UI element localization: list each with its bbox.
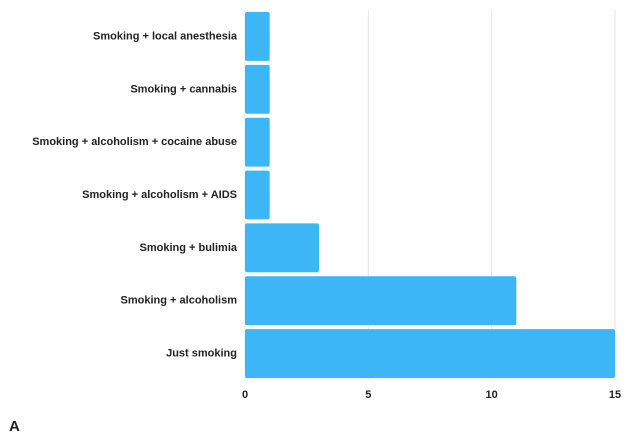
bar-4 bbox=[245, 223, 319, 273]
bar-1 bbox=[245, 64, 270, 114]
x-tick-label-0: 0 bbox=[242, 389, 248, 401]
bar-chart: Smoking + local anesthesia Smoking + cann… bbox=[32, 10, 621, 401]
bar-5 bbox=[245, 276, 517, 326]
bar-3 bbox=[245, 170, 270, 220]
category-label-4: Smoking + bulimia bbox=[140, 242, 238, 254]
panel-label: A bbox=[9, 418, 20, 435]
x-tick-label-1: 5 bbox=[365, 389, 371, 401]
bars bbox=[245, 12, 615, 378]
x-tick-label-2: 10 bbox=[486, 389, 498, 401]
bar-6 bbox=[245, 329, 615, 378]
category-label-2: Smoking + alcoholism + cocaine abuse bbox=[32, 136, 237, 148]
x-tick-labels: 0 5 10 15 bbox=[242, 389, 621, 401]
bar-2 bbox=[245, 117, 270, 167]
category-label-5: Smoking + alcoholism bbox=[121, 295, 238, 307]
x-tick-label-3: 15 bbox=[609, 389, 621, 401]
bar-0 bbox=[245, 12, 270, 61]
category-label-1: Smoking + cannabis bbox=[130, 83, 237, 95]
category-labels: Smoking + local anesthesia Smoking + cann… bbox=[32, 30, 238, 359]
category-label-6: Just smoking bbox=[166, 348, 237, 360]
category-label-0: Smoking + local anesthesia bbox=[93, 30, 238, 42]
category-label-3: Smoking + alcoholism + AIDS bbox=[82, 189, 237, 201]
